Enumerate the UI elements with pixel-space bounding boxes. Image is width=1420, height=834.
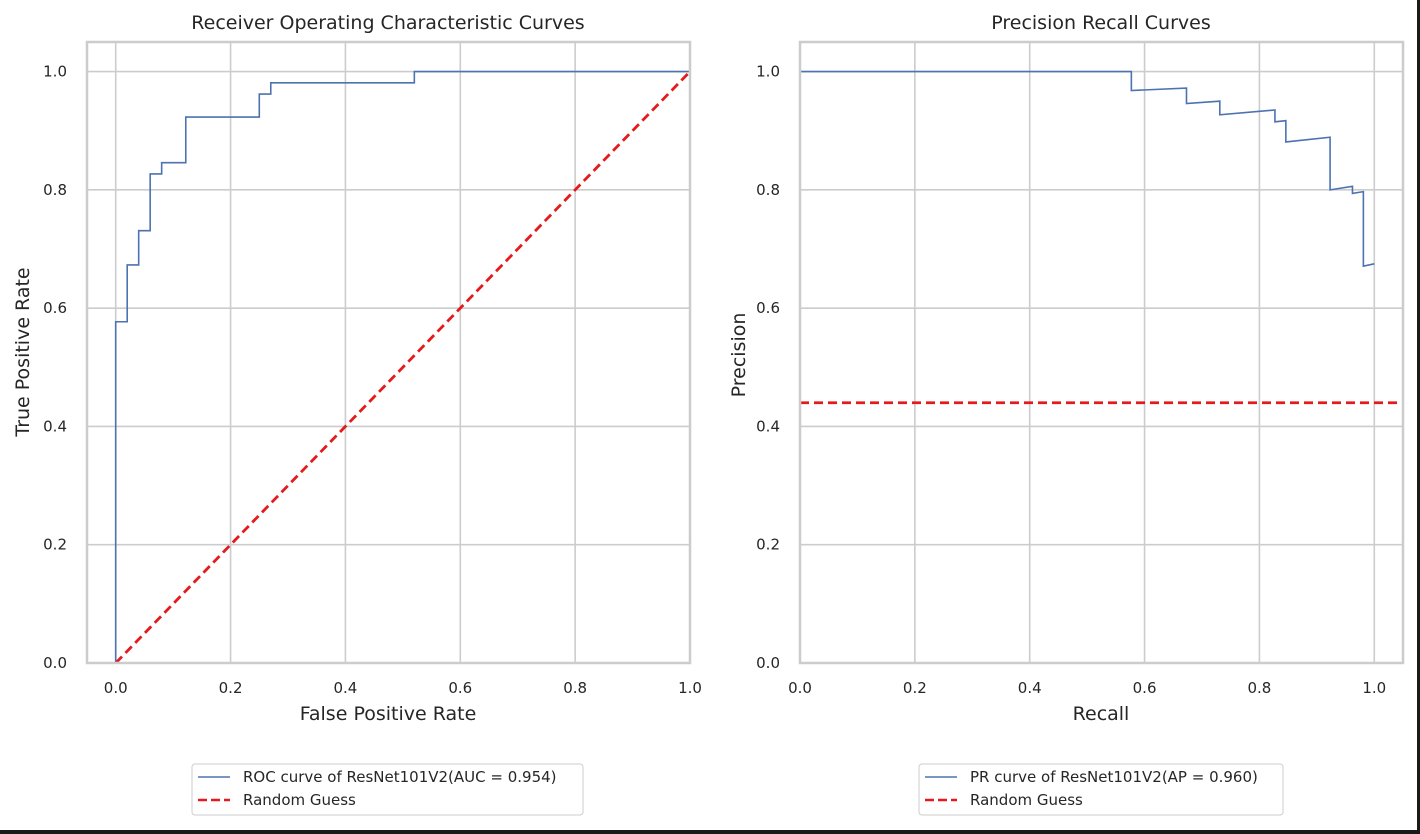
pr-xlabel: Recall: [1073, 703, 1130, 725]
roc-lines: [114, 70, 692, 664]
pr-grid: [799, 42, 1403, 664]
pr-xtick-label: 0.6: [1133, 679, 1157, 697]
pr-xtick-label: 1.0: [1362, 679, 1386, 697]
roc-ytick-label: 1.0: [43, 63, 67, 81]
pr-panel: Precision Recall Curves 0.0 0.2 0.4 0.6 0.8 1…: [728, 12, 1405, 816]
pr-ytick-label: 1.0: [756, 63, 780, 81]
pr-curve-line: [800, 70, 1375, 268]
pr-xtick-label: 0.4: [1018, 679, 1042, 697]
roc-ytick-label: 0.8: [43, 181, 67, 199]
pr-ytick-label: 0.0: [756, 654, 780, 672]
roc-xtick-label: 0.6: [448, 679, 472, 697]
roc-xtick-label: 1.0: [678, 679, 702, 697]
pr-ytick-label: 0.8: [756, 181, 780, 199]
roc-ylabel: True Positive Rate: [12, 267, 34, 437]
pr-ytick-label: 0.6: [756, 299, 780, 317]
roc-panel: Receiver Operating Characteristic Curves…: [12, 12, 702, 816]
roc-ytick-label: 0.4: [43, 417, 67, 435]
roc-grid: [87, 42, 691, 664]
roc-ytick-label: 0.0: [43, 654, 67, 672]
roc-ticks: 0.0 0.2 0.4 0.6 0.8 1.0 0.0 0.2 0.4 0.6 0.8 1.0: [43, 63, 702, 697]
roc-random-guess-line: [114, 70, 692, 664]
pr-title: Precision Recall Curves: [991, 12, 1211, 34]
pr-legend-label-curve: PR curve of ResNet101V2(AP = 0.960): [970, 768, 1258, 786]
pr-ticks: 0.0 0.2 0.4 0.6 0.8 1.0 0.0 0.2 0.4 0.6 0.8 1.0: [756, 63, 1386, 697]
pr-xtick-label: 0.0: [788, 679, 812, 697]
pr-xtick-label: 0.8: [1247, 679, 1271, 697]
roc-xlabel: False Positive Rate: [300, 703, 477, 725]
pr-legend-label-random: Random Guess: [970, 791, 1083, 809]
roc-legend-label-curve: ROC curve of ResNet101V2(AUC = 0.954): [243, 768, 557, 786]
pr-xtick-label: 0.2: [903, 679, 927, 697]
roc-xtick-label: 0.8: [563, 679, 587, 697]
roc-xtick-label: 0.0: [104, 679, 128, 697]
roc-ytick-label: 0.6: [43, 299, 67, 317]
pr-legend: PR curve of ResNet101V2(AP = 0.960) Rand…: [918, 763, 1284, 816]
roc-ytick-label: 0.2: [43, 536, 67, 554]
pr-ytick-label: 0.2: [756, 536, 780, 554]
roc-curve-line: [114, 70, 690, 663]
pr-ytick-label: 0.4: [756, 417, 780, 435]
roc-legend-box: [191, 763, 584, 816]
roc-legend-label-random: Random Guess: [243, 791, 356, 809]
pr-lines: [800, 70, 1403, 405]
roc-xtick-label: 0.2: [219, 679, 243, 697]
pr-axes-frame: [798, 40, 1405, 665]
roc-xtick-label: 0.4: [333, 679, 357, 697]
pr-legend-box: [918, 763, 1284, 816]
roc-axes-frame: [85, 40, 692, 665]
roc-title: Receiver Operating Characteristic Curves: [191, 12, 584, 34]
roc-legend: ROC curve of ResNet101V2(AUC = 0.954) Ra…: [191, 763, 584, 816]
pr-ylabel: Precision: [728, 313, 750, 398]
